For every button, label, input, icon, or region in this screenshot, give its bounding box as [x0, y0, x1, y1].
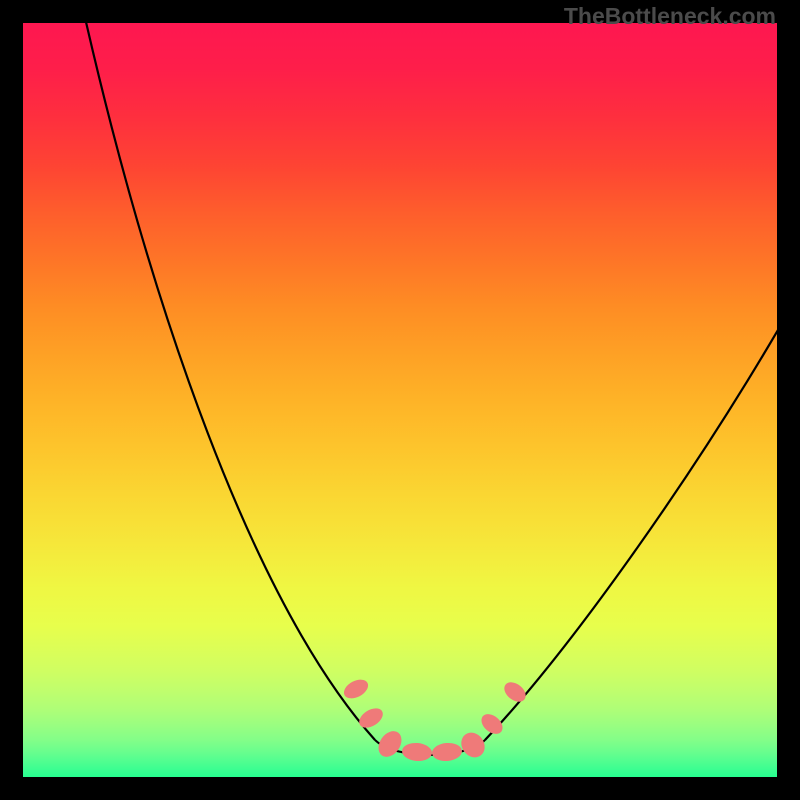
gradient-background — [23, 23, 777, 777]
watermark-text: TheBottleneck.com — [564, 3, 776, 30]
chart-root: TheBottleneck.com — [0, 0, 800, 800]
bottleneck-chart — [0, 0, 800, 800]
